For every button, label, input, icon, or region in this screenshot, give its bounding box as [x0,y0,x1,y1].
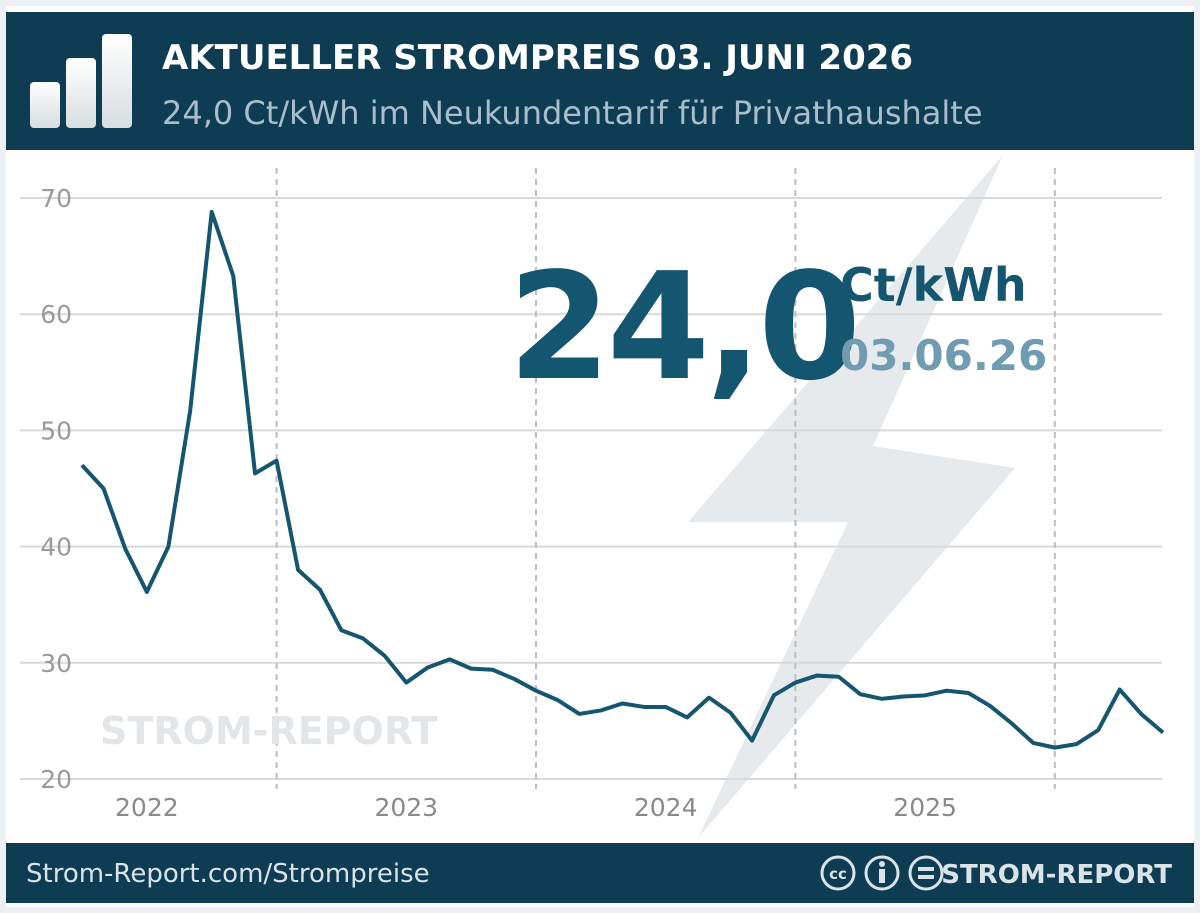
price: 24,0 [508,241,857,413]
footer-link[interactable]: Strom-Report.com/Strompreise [26,859,430,889]
lightning [688,155,1015,838]
by-icon [879,861,885,883]
footer-brand: STROM-REPORT [941,860,1172,890]
y-tick-label: 70 [40,184,72,213]
date: 03.06.26 [840,331,1047,380]
subtitle: 24,0 Ct/kWh im Neukundentarif für Privat… [162,94,983,132]
x-tick-label: 2025 [893,793,957,822]
y-tick-label: 20 [40,765,72,794]
x-tick-label: 2022 [115,793,179,822]
license-icons [820,855,944,891]
cc-icon: cc [829,865,847,883]
y-tick-label: 30 [40,649,72,678]
title: AKTUELLER STROMPREIS 03. JUNI 2026 [162,38,913,78]
x-tick-label: 2023 [374,793,438,822]
price-line [80,209,1165,750]
footer [6,843,1194,903]
x-tick-label: 2024 [634,793,698,822]
header [6,12,1194,150]
logo [30,34,132,128]
y-tick-label: 40 [40,533,72,562]
nd-icon [918,867,934,879]
panel [6,6,1194,907]
watermark: STROM-REPORT [100,709,437,753]
unit: Ct/kWh [840,258,1027,312]
y-tick-label: 50 [40,416,72,445]
y-tick-label: 60 [40,300,72,329]
